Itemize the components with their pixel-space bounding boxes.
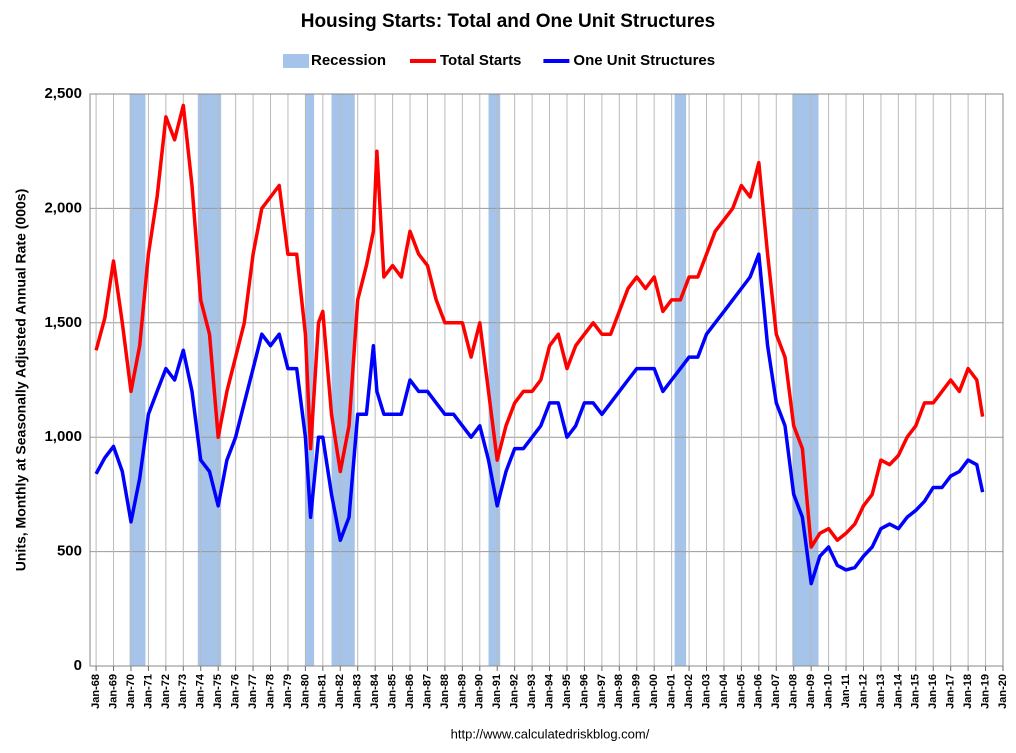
x-tick-label: Jan-09 xyxy=(805,674,817,709)
x-tick-label: Jan-07 xyxy=(770,674,782,709)
x-tick-label: Jan-95 xyxy=(561,674,573,709)
x-tick-label: Jan-82 xyxy=(334,674,346,709)
chart-title: Housing Starts: Total and One Unit Struc… xyxy=(301,11,716,32)
x-tick-label: Jan-00 xyxy=(648,674,660,709)
y-tick-label: 1,000 xyxy=(44,428,82,445)
recession-band xyxy=(674,94,687,666)
x-tick-label: Jan-08 xyxy=(788,674,800,709)
x-tick-label: Jan-94 xyxy=(543,673,555,709)
x-tick-label: Jan-96 xyxy=(578,674,590,709)
legend-label: Total Starts xyxy=(440,52,521,69)
x-tick-label: Jan-86 xyxy=(404,674,416,709)
legend-swatch xyxy=(283,54,309,68)
x-tick-label: Jan-06 xyxy=(753,674,765,709)
x-tick-label: Jan-17 xyxy=(945,674,957,709)
x-tick-label: Jan-16 xyxy=(927,674,939,709)
recession-band xyxy=(129,94,146,666)
x-tick-label: Jan-99 xyxy=(631,674,643,709)
x-tick-label: Jan-78 xyxy=(264,674,276,709)
x-tick-label: Jan-70 xyxy=(125,674,137,709)
x-tick-label: Jan-74 xyxy=(195,673,207,709)
x-tick-label: Jan-93 xyxy=(526,674,538,709)
y-tick-label: 2,000 xyxy=(44,199,82,216)
x-tick-label: Jan-20 xyxy=(997,674,1009,709)
x-tick-label: Jan-04 xyxy=(718,673,730,709)
x-tick-label: Jan-03 xyxy=(700,674,712,709)
x-tick-label: Jan-85 xyxy=(386,674,398,709)
x-tick-label: Jan-14 xyxy=(892,673,904,709)
x-tick-label: Jan-81 xyxy=(317,674,329,709)
x-tick-label: Jan-90 xyxy=(474,674,486,709)
x-tick-label: Jan-77 xyxy=(247,674,259,709)
y-tick-label: 2,500 xyxy=(44,85,82,102)
y-tick-label: 1,500 xyxy=(44,314,82,331)
x-tick-label: Jan-13 xyxy=(875,674,887,709)
legend-label: One Unit Structures xyxy=(573,52,715,69)
recession-band xyxy=(197,94,222,666)
y-tick-label: 500 xyxy=(57,543,82,560)
x-tick-label: Jan-88 xyxy=(439,674,451,709)
y-tick-label: 0 xyxy=(74,657,82,674)
x-tick-label: Jan-19 xyxy=(979,674,991,709)
y-axis-title: Units, Monthly at Seasonally Adjusted An… xyxy=(13,189,29,571)
x-tick-label: Jan-69 xyxy=(107,674,119,709)
source: http://www.calculatedriskblog.com/ xyxy=(451,726,650,741)
x-tick-label: Jan-84 xyxy=(369,673,381,709)
x-tick-label: Jan-89 xyxy=(456,674,468,709)
x-tick-label: Jan-75 xyxy=(212,674,224,709)
x-tick-label: Jan-73 xyxy=(177,674,189,709)
x-tick-label: Jan-01 xyxy=(666,674,678,709)
x-tick-label: Jan-97 xyxy=(596,674,608,709)
x-tick-label: Jan-91 xyxy=(491,674,503,709)
recession-band xyxy=(792,94,819,666)
x-tick-label: Jan-71 xyxy=(142,674,154,709)
x-tick-label: Jan-83 xyxy=(352,674,364,709)
recession-band xyxy=(305,94,315,666)
x-tick-label: Jan-15 xyxy=(910,674,922,709)
x-tick-label: Jan-92 xyxy=(509,674,521,709)
series-line xyxy=(94,103,985,549)
x-tick-label: Jan-10 xyxy=(823,674,835,709)
x-tick-label: Jan-98 xyxy=(613,674,625,709)
legend-label: Recession xyxy=(311,52,386,69)
x-tick-label: Jan-72 xyxy=(160,674,172,709)
x-tick-label: Jan-12 xyxy=(857,674,869,709)
recession-band xyxy=(488,94,501,666)
x-tick-label: Jan-05 xyxy=(735,674,747,709)
x-tick-label: Jan-80 xyxy=(299,674,311,709)
x-tick-label: Jan-68 xyxy=(90,674,102,709)
x-tick-label: Jan-76 xyxy=(230,674,242,709)
x-tick-label: Jan-79 xyxy=(282,674,294,709)
series-line xyxy=(94,252,985,586)
x-tick-label: Jan-18 xyxy=(962,674,974,709)
plot-border xyxy=(89,93,1004,667)
x-tick-label: Jan-87 xyxy=(421,674,433,709)
x-tick-label: Jan-02 xyxy=(683,674,695,709)
x-tick-label: Jan-11 xyxy=(840,674,852,708)
